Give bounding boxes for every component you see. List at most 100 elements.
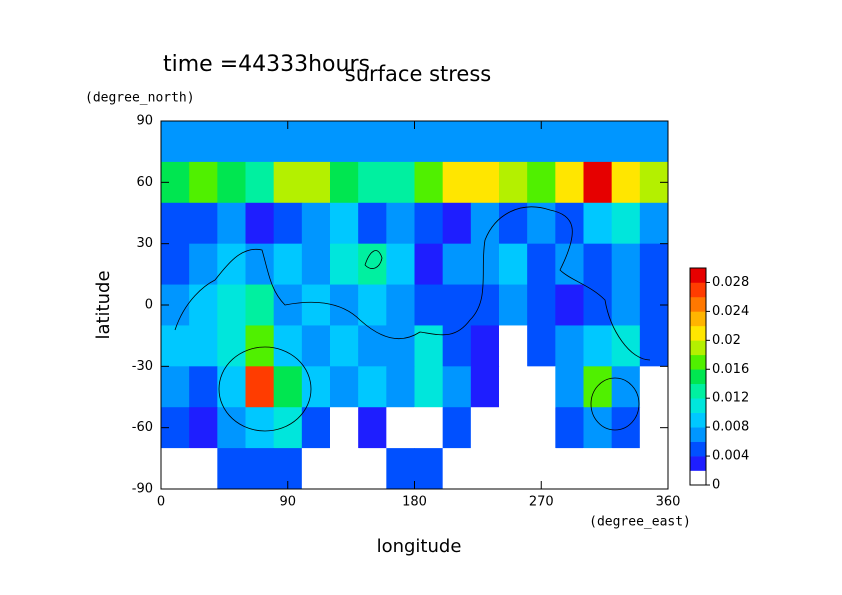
colorbar-tick-label: 0.008 bbox=[712, 420, 749, 435]
cell bbox=[583, 448, 613, 490]
cell bbox=[555, 325, 584, 367]
cell bbox=[301, 407, 331, 449]
cell bbox=[555, 448, 584, 490]
cell bbox=[330, 448, 359, 490]
cell bbox=[583, 325, 613, 367]
cell bbox=[442, 448, 472, 490]
cell bbox=[161, 325, 190, 367]
colorbar-tick-label: 0.028 bbox=[712, 275, 749, 290]
cell bbox=[414, 284, 444, 326]
cell bbox=[245, 366, 275, 408]
cell bbox=[470, 121, 500, 163]
subtitle: time =44333hours bbox=[163, 52, 370, 77]
cell bbox=[273, 243, 303, 286]
coastline bbox=[364, 250, 383, 269]
colorbar-swatch bbox=[690, 441, 706, 457]
cell bbox=[358, 448, 387, 490]
cell bbox=[161, 202, 190, 245]
coastline bbox=[174, 206, 651, 361]
cell bbox=[330, 161, 359, 204]
cell bbox=[442, 325, 472, 367]
cell bbox=[414, 243, 444, 286]
cell bbox=[555, 243, 584, 286]
cell bbox=[470, 325, 500, 367]
cell bbox=[161, 121, 190, 163]
cell bbox=[189, 325, 218, 367]
y-axis-label: latitude bbox=[93, 270, 114, 339]
cell bbox=[527, 202, 556, 245]
cell bbox=[245, 325, 275, 367]
cell bbox=[189, 161, 218, 204]
cell bbox=[301, 121, 331, 163]
cell bbox=[189, 243, 218, 286]
cell bbox=[442, 121, 472, 163]
cell bbox=[639, 448, 669, 490]
x-tick-label: 0 bbox=[157, 495, 165, 510]
cell bbox=[555, 202, 584, 245]
cell bbox=[611, 243, 641, 286]
cell bbox=[470, 243, 500, 286]
cell bbox=[273, 202, 303, 245]
coastline bbox=[590, 377, 640, 431]
cell bbox=[470, 366, 500, 408]
cell bbox=[611, 202, 641, 245]
colorbar-swatch bbox=[690, 268, 706, 283]
cell bbox=[499, 161, 528, 204]
cell bbox=[301, 161, 331, 204]
y-tick-label: -30 bbox=[132, 359, 153, 374]
cell bbox=[189, 284, 218, 326]
cell bbox=[414, 366, 444, 408]
cell bbox=[358, 325, 387, 367]
cell bbox=[470, 161, 500, 204]
cell bbox=[217, 243, 246, 286]
cell bbox=[161, 448, 190, 490]
cell bbox=[386, 407, 415, 449]
cell bbox=[245, 284, 275, 326]
x-tick-label: 180 bbox=[402, 495, 427, 510]
cell bbox=[358, 121, 387, 163]
x-tick-label: 270 bbox=[529, 495, 554, 510]
cell bbox=[583, 407, 613, 449]
y-tick-label: 90 bbox=[136, 114, 153, 129]
cell bbox=[358, 243, 387, 286]
cell bbox=[611, 407, 641, 449]
cell bbox=[442, 243, 472, 286]
cell bbox=[217, 161, 246, 204]
colorbar-swatch bbox=[690, 325, 706, 341]
cell bbox=[611, 448, 641, 490]
cell bbox=[301, 325, 331, 367]
cell bbox=[161, 366, 190, 408]
cell bbox=[273, 325, 303, 367]
cell bbox=[301, 243, 331, 286]
y-tick-label: 0 bbox=[145, 298, 153, 313]
cell bbox=[442, 161, 472, 204]
cell bbox=[527, 243, 556, 286]
cell bbox=[527, 161, 556, 204]
cell bbox=[330, 325, 359, 367]
colorbar-swatch bbox=[690, 311, 706, 327]
y-unit: (degree_north) bbox=[85, 91, 195, 106]
cell bbox=[583, 121, 613, 163]
colorbar-swatch bbox=[690, 369, 706, 385]
cell bbox=[358, 202, 387, 245]
colorbar-swatch bbox=[690, 456, 706, 471]
cell bbox=[470, 448, 500, 490]
colorbar-swatch bbox=[690, 383, 706, 399]
colorbar-swatch bbox=[690, 412, 706, 428]
y-tick-label: -60 bbox=[132, 420, 153, 435]
cell bbox=[583, 243, 613, 286]
cell bbox=[499, 325, 528, 367]
cell bbox=[358, 284, 387, 326]
cell bbox=[189, 121, 218, 163]
cell bbox=[386, 202, 415, 245]
colorbar-swatch bbox=[690, 427, 706, 442]
cell bbox=[499, 366, 528, 408]
colorbar-swatch bbox=[690, 354, 706, 370]
cell bbox=[611, 366, 641, 408]
cell bbox=[217, 202, 246, 245]
cell bbox=[217, 448, 246, 490]
cell bbox=[611, 161, 641, 204]
cell bbox=[358, 161, 387, 204]
cell bbox=[330, 407, 359, 449]
